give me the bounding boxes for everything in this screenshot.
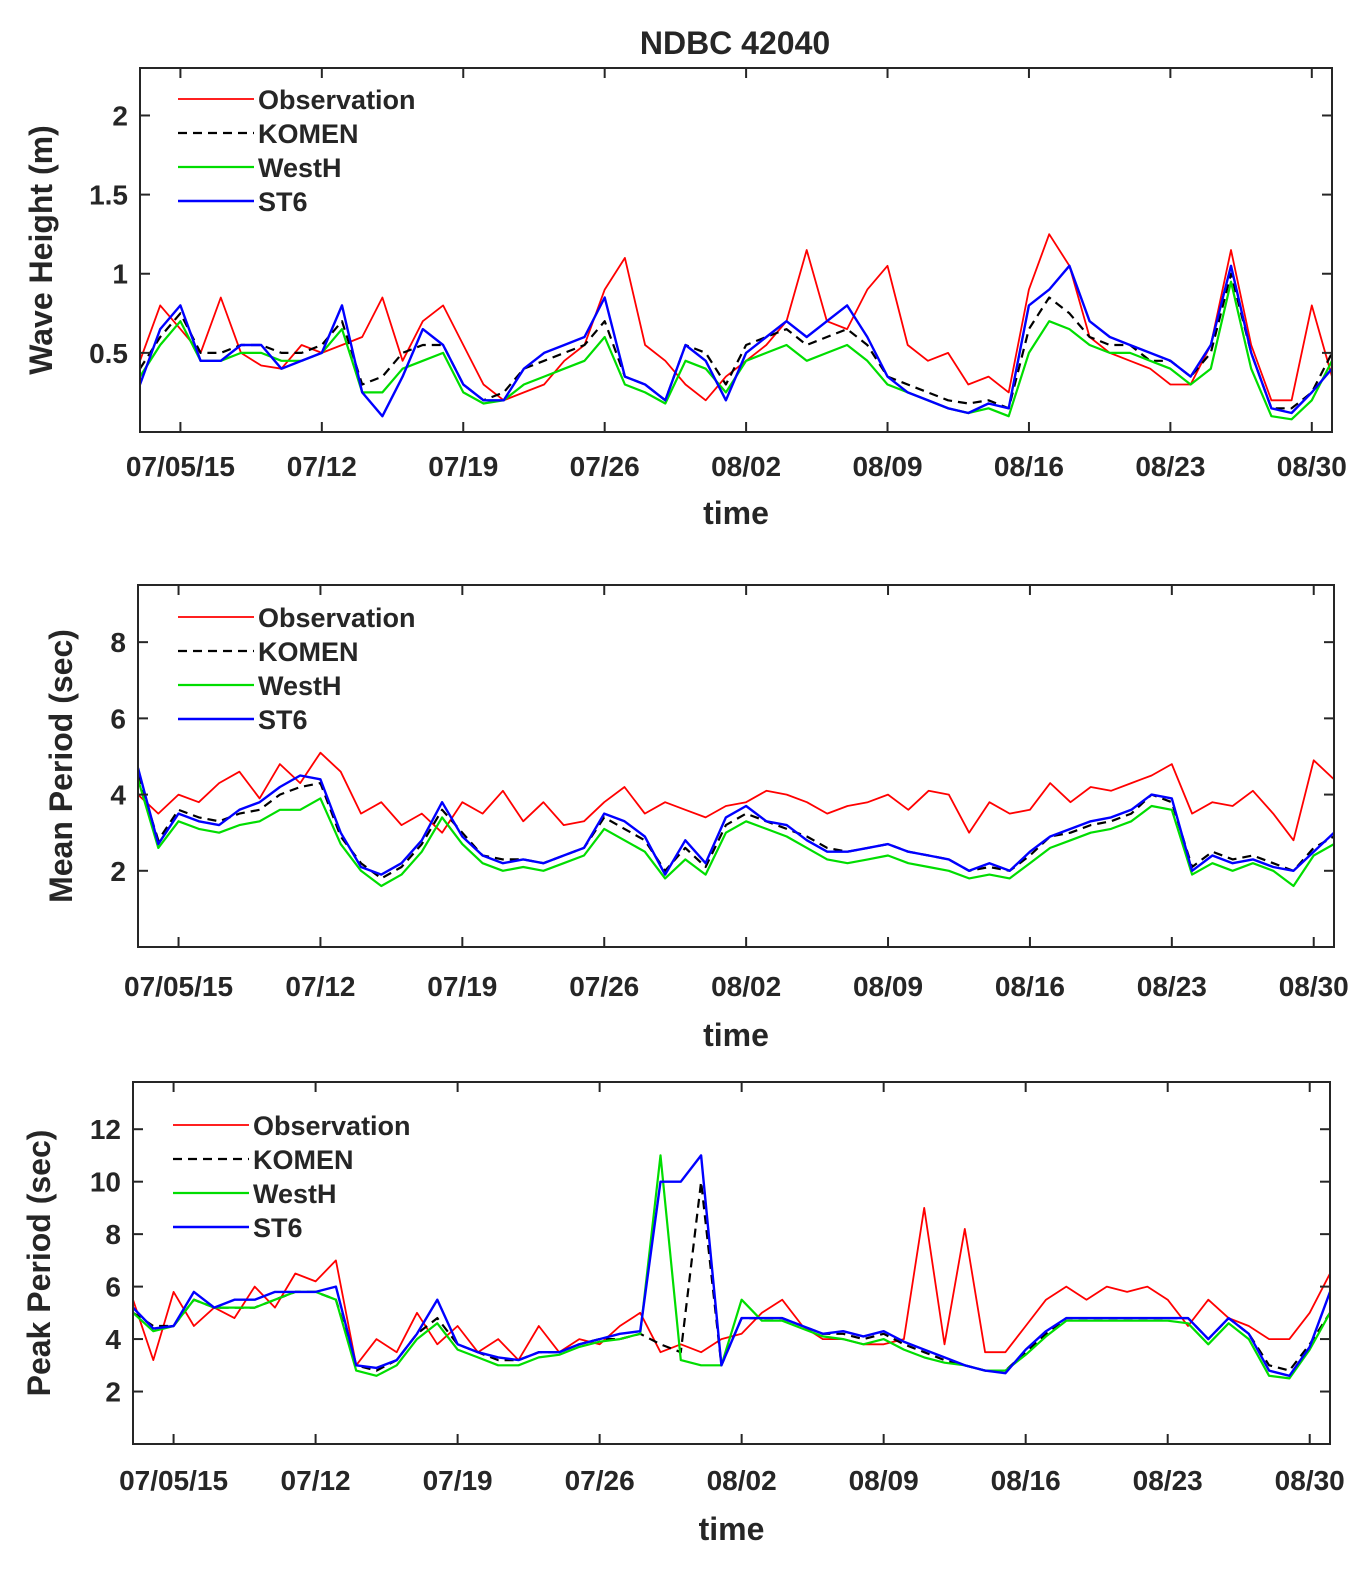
x-tick-label: 07/05/15 bbox=[119, 1465, 228, 1496]
chart-panel-1: 07/05/15 07/12 07/19 07/26 08/02 08/09 08/16 08… bbox=[23, 67, 1347, 531]
legend-label: ST6 bbox=[258, 705, 308, 735]
x-tick-label: 08/23 bbox=[1135, 451, 1205, 482]
y-tick-label: 2 bbox=[105, 1377, 121, 1408]
series-group bbox=[133, 1154, 1330, 1380]
y-tick-label: 6 bbox=[105, 1272, 121, 1303]
series-group bbox=[140, 233, 1332, 421]
y-tick-label: 0.5 bbox=[89, 338, 128, 369]
x-tick-label: 08/23 bbox=[1137, 971, 1207, 1002]
y-axis-label: Peak Period (sec) bbox=[21, 1130, 57, 1397]
legend-label: WestH bbox=[253, 1179, 337, 1209]
legend-label: Observation bbox=[258, 85, 416, 115]
series-line-westh bbox=[133, 1154, 1330, 1380]
x-tick-label: 07/19 bbox=[428, 451, 498, 482]
x-tick-label: 07/05/15 bbox=[124, 971, 233, 1002]
x-tick-label: 07/05/15 bbox=[126, 451, 235, 482]
series-line-st6 bbox=[138, 767, 1334, 876]
x-tick-label: 08/09 bbox=[853, 971, 923, 1002]
x-tick-label: 08/16 bbox=[995, 971, 1065, 1002]
x-tick-label: 07/19 bbox=[423, 1465, 493, 1496]
y-tick-label: 4 bbox=[105, 1324, 121, 1355]
x-axis-label: time bbox=[699, 1511, 765, 1547]
legend: Observation KOMEN WestH ST6 bbox=[178, 603, 416, 735]
x-tick-label: 08/30 bbox=[1275, 1465, 1345, 1496]
y-tick-label: 1 bbox=[112, 259, 128, 290]
y-tick-label: 4 bbox=[110, 780, 126, 811]
plot-frame bbox=[139, 67, 1333, 433]
series-line-komen bbox=[140, 272, 1332, 410]
x-tick-label: 07/12 bbox=[285, 971, 355, 1002]
series-line-observation bbox=[138, 751, 1334, 842]
figure-title: NDBC 42040 bbox=[640, 25, 830, 61]
y-tick-label: 12 bbox=[90, 1114, 121, 1145]
x-tick-label: 08/02 bbox=[711, 451, 781, 482]
x-tick-label: 07/12 bbox=[281, 1465, 351, 1496]
x-axis-label: time bbox=[703, 495, 769, 531]
series-line-st6 bbox=[140, 264, 1332, 418]
chart-panel-3: 07/05/15 07/12 07/19 07/26 08/02 08/09 08/16 08… bbox=[21, 1081, 1345, 1547]
x-tick-label: 07/19 bbox=[427, 971, 497, 1002]
series-line-observation bbox=[133, 1207, 1330, 1367]
legend: Observation KOMEN WestH ST6 bbox=[173, 1111, 411, 1243]
legend-label: Observation bbox=[258, 603, 416, 633]
x-tick-label: 07/26 bbox=[570, 451, 640, 482]
series-line-observation bbox=[140, 233, 1332, 402]
x-tick-label: 08/30 bbox=[1279, 971, 1349, 1002]
x-tick-label: 08/02 bbox=[707, 1465, 777, 1496]
y-tick-label: 6 bbox=[110, 703, 126, 734]
legend-label: ST6 bbox=[258, 187, 308, 217]
y-tick-label: 2 bbox=[110, 856, 126, 887]
legend-label: WestH bbox=[258, 153, 342, 183]
legend-label: KOMEN bbox=[258, 119, 359, 149]
x-tick-label: 08/16 bbox=[994, 451, 1064, 482]
y-tick-label: 8 bbox=[105, 1219, 121, 1250]
plot-frame bbox=[132, 1081, 1331, 1445]
y-axis-label: Wave Height (m) bbox=[23, 125, 59, 375]
series-line-komen bbox=[138, 775, 1334, 880]
x-tick-label: 07/26 bbox=[565, 1465, 635, 1496]
x-tick-label: 08/09 bbox=[852, 451, 922, 482]
x-tick-label: 08/16 bbox=[991, 1465, 1061, 1496]
legend-label: WestH bbox=[258, 671, 342, 701]
y-tick-label: 8 bbox=[110, 627, 126, 658]
series-group bbox=[138, 751, 1334, 888]
legend: Observation KOMEN WestH ST6 bbox=[178, 85, 416, 217]
y-tick-label: 10 bbox=[90, 1167, 121, 1198]
y-axis-label: Mean Period (sec) bbox=[43, 629, 79, 903]
x-tick-label: 08/09 bbox=[849, 1465, 919, 1496]
legend-label: KOMEN bbox=[253, 1145, 354, 1175]
x-tick-label: 08/02 bbox=[711, 971, 781, 1002]
x-tick-label: 07/12 bbox=[287, 451, 357, 482]
legend-label: KOMEN bbox=[258, 637, 359, 667]
plot-frame bbox=[137, 584, 1335, 948]
x-tick-label: 08/23 bbox=[1133, 1465, 1203, 1496]
legend-label: ST6 bbox=[253, 1213, 303, 1243]
legend-label: Observation bbox=[253, 1111, 411, 1141]
x-axis-label: time bbox=[703, 1017, 769, 1053]
series-line-westh bbox=[140, 280, 1332, 421]
chart-panel-2: 07/05/15 07/12 07/19 07/26 08/02 08/09 08/16 08… bbox=[43, 584, 1349, 1053]
x-tick-label: 07/26 bbox=[569, 971, 639, 1002]
x-tick-label: 08/30 bbox=[1277, 451, 1347, 482]
series-line-westh bbox=[138, 778, 1334, 888]
series-line-st6 bbox=[133, 1154, 1330, 1377]
y-tick-label: 2 bbox=[112, 100, 128, 131]
y-tick-label: 1.5 bbox=[89, 180, 128, 211]
